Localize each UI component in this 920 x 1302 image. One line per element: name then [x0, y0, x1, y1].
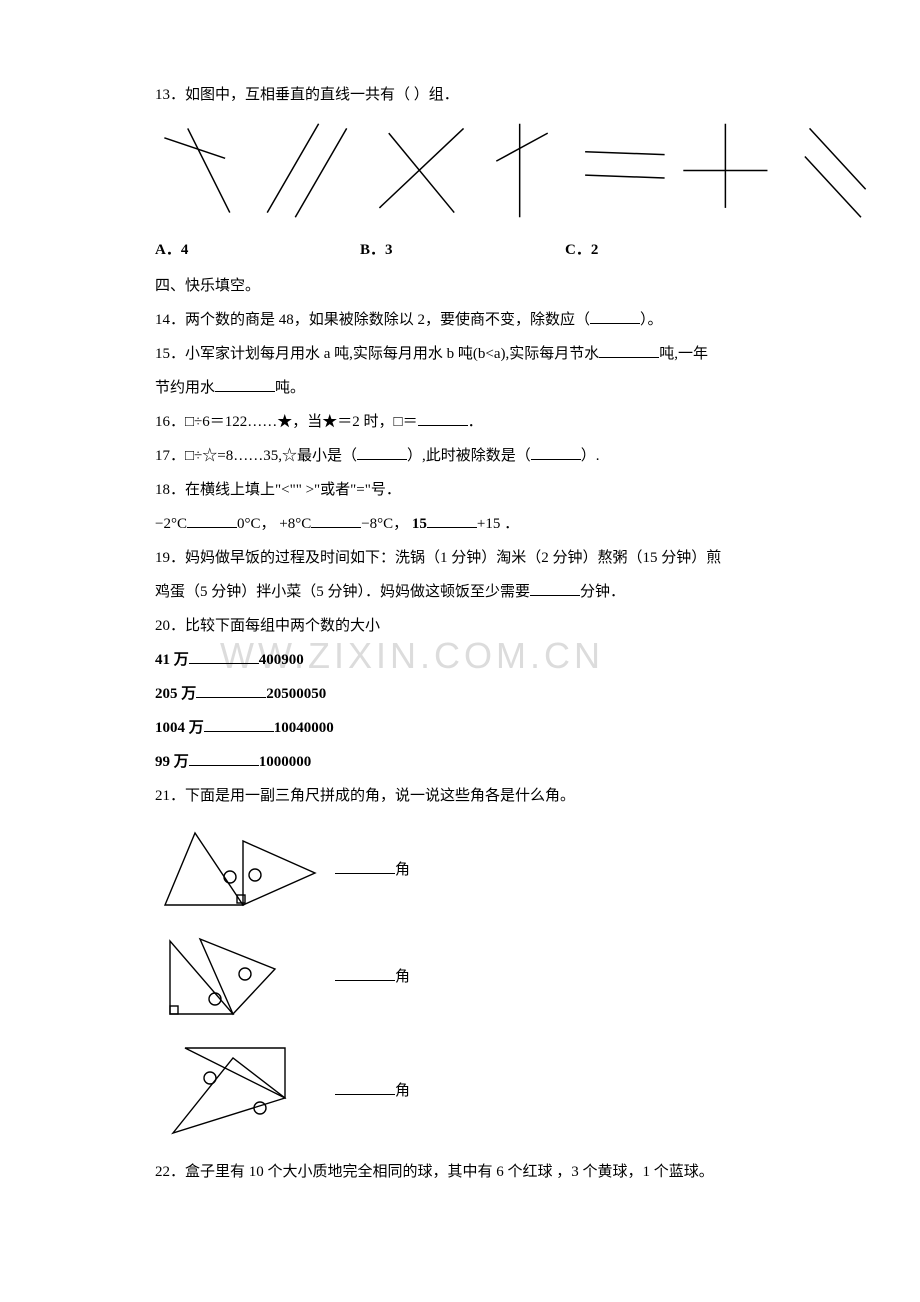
- q17-post: ）.: [581, 448, 600, 464]
- q20-r1: 41 万 400900: [155, 645, 770, 675]
- q20-r4b: 1000000: [259, 754, 312, 770]
- q21-b3: [335, 1079, 395, 1095]
- q18-e3a: 15: [412, 516, 427, 532]
- q21-fig1-label: 角: [335, 855, 410, 885]
- q21-suf1: 角: [395, 862, 410, 878]
- q21-suf2: 角: [395, 969, 410, 985]
- q13-text: 13．如图中，互相垂直的直线一共有（ ）组．: [155, 80, 770, 110]
- q13-figure: [155, 118, 770, 223]
- q17-pre: 17．□÷☆=8……35,☆最小是（: [155, 448, 357, 464]
- q21-b2: [335, 965, 395, 981]
- q18-expr: −2°C 0°C， +8°C −8°C， 15 +15 ．: [155, 509, 770, 539]
- opt-b: B．3: [360, 235, 565, 265]
- q21-fig3-label: 角: [335, 1076, 410, 1106]
- q20-r1-blank: [189, 648, 259, 664]
- q15-pre: 15．小军家计划每月用水 a 吨,实际每月用水 b 吨(b<a),实际每月节水: [155, 346, 599, 362]
- q14-blank: [590, 308, 640, 324]
- q20-r3a: 1004 万: [155, 720, 204, 736]
- q21-fig2-label: 角: [335, 962, 410, 992]
- q20-r4: 99 万 1000000: [155, 747, 770, 777]
- q14: 14．两个数的商是 48，如果被除数除以 2，要使商不变，除数应（ ）。: [155, 305, 770, 335]
- q20-r3-blank: [204, 716, 274, 732]
- q15: 15．小军家计划每月用水 a 吨,实际每月用水 b 吨(b<a),实际每月节水 吨…: [155, 339, 770, 369]
- q20-r2b: 20500050: [266, 686, 326, 702]
- q15-blank1: [599, 342, 659, 358]
- q17-blank2: [531, 444, 581, 460]
- q16-post: ．: [468, 414, 483, 430]
- q20-r1a: 41 万: [155, 652, 189, 668]
- q20-r1b: 400900: [259, 652, 304, 668]
- q21-b1: [335, 858, 395, 874]
- q17-blank1: [357, 444, 407, 460]
- q20-r2a: 205 万: [155, 686, 196, 702]
- q21-suf3: 角: [395, 1083, 410, 1099]
- q18-e3b: +15 ．: [477, 516, 519, 532]
- q18-b1: [187, 512, 237, 528]
- opt-a: A．4: [155, 235, 360, 265]
- q18-e1b: 0°C，: [237, 516, 276, 532]
- q19-l2post: 分钟．: [580, 584, 625, 600]
- q15-l2post: 吨。: [275, 380, 305, 396]
- q14-post: ）。: [640, 312, 663, 328]
- opt-c: C．2: [565, 235, 770, 265]
- q16-pre: 16．□÷6＝122……★，当★＝2 时，□＝: [155, 414, 418, 430]
- q15-l2pre: 节约用水: [155, 380, 215, 396]
- q18-b3: [427, 512, 477, 528]
- section-4: 四、快乐填空。: [155, 271, 770, 301]
- q16-blank: [418, 410, 468, 426]
- q22: 22．盒子里有 10 个大小质地完全相同的球，其中有 6 个红球 ，3 个黄球，…: [155, 1157, 770, 1187]
- q15-blank2: [215, 376, 275, 392]
- q20-r3b: 10040000: [274, 720, 334, 736]
- q19-blank: [530, 580, 580, 596]
- q20-r4a: 99 万: [155, 754, 189, 770]
- q17: 17．□÷☆=8……35,☆最小是（ ）,此时被除数是（ ）.: [155, 441, 770, 471]
- q20-r3: 1004 万 10040000: [155, 713, 770, 743]
- q18-b2: [311, 512, 361, 528]
- q20-r2-blank: [196, 682, 266, 698]
- q18-e2a: +8°C: [279, 516, 311, 532]
- q18-e1a: −2°C: [155, 516, 187, 532]
- q20: 20．比较下面每组中两个数的大小: [155, 611, 770, 641]
- q19-l2: 鸡蛋（5 分钟）拌小菜（5 分钟）．妈妈做这顿饭至少需要 分钟．: [155, 577, 770, 607]
- q21-fig2: 角: [155, 929, 770, 1024]
- q19-l2pre: 鸡蛋（5 分钟）拌小菜（5 分钟）．妈妈做这顿饭至少需要: [155, 584, 530, 600]
- q18: 18．在横线上填上"<"" >"或者"="号．: [155, 475, 770, 505]
- q20-r2: 205 万 20500050: [155, 679, 770, 709]
- q13-options: A．4 B．3 C．2: [155, 235, 770, 265]
- q21-fig1: 角: [155, 825, 770, 915]
- q20-r4-blank: [189, 750, 259, 766]
- q14-pre: 14．两个数的商是 48，如果被除数除以 2，要使商不变，除数应（: [155, 312, 590, 328]
- q21: 21．下面是用一副三角尺拼成的角，说一说这些角各是什么角。: [155, 781, 770, 811]
- q21-fig3: 角: [155, 1038, 770, 1143]
- q19-l1: 19．妈妈做早饭的过程及时间如下：洗锅（1 分钟）淘米（2 分钟）熬粥（15 分…: [155, 543, 770, 573]
- q18-e2b: −8°C，: [361, 516, 408, 532]
- q15-mid: 吨,一年: [659, 346, 708, 362]
- q16: 16．□÷6＝122……★，当★＝2 时，□＝ ．: [155, 407, 770, 437]
- q15-line2: 节约用水 吨。: [155, 373, 770, 403]
- q17-mid: ）,此时被除数是（: [407, 448, 531, 464]
